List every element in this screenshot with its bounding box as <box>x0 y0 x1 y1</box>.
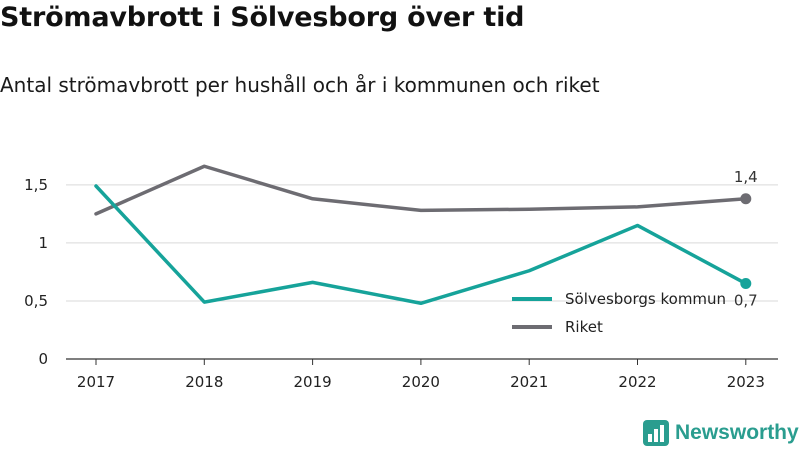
y-tick-label: 0 <box>38 350 48 368</box>
x-tick-label: 2022 <box>618 373 656 391</box>
legend-label-solvesborgs-kommun: Sölvesborgs kommun <box>565 290 726 308</box>
x-tick-label: 2019 <box>294 373 332 391</box>
data-label-riket: 1,4 <box>734 168 758 186</box>
data-label-solvesborgs-kommun: 0,7 <box>734 292 758 310</box>
legend-label-riket: Riket <box>565 318 603 336</box>
end-point-riket <box>740 193 752 205</box>
bar-chart-logo-icon <box>643 420 669 446</box>
x-tick-label: 2017 <box>77 373 115 391</box>
newsworthy-brand: Newsworthy <box>643 420 799 446</box>
y-tick-label: 0,5 <box>24 292 48 310</box>
y-tick-label: 1 <box>38 234 48 252</box>
brand-name: Newsworthy <box>675 421 799 444</box>
x-tick-label: 2020 <box>402 373 440 391</box>
x-tick-label: 2018 <box>185 373 223 391</box>
chart-title: Strömavbrott i Sölvesborg över tid <box>0 2 525 33</box>
y-tick-label: 1,5 <box>24 176 48 194</box>
chart-subtitle: Antal strömavbrott per hushåll och år i … <box>0 73 600 97</box>
series-line-riket <box>94 164 748 216</box>
end-point-solvesborgs-kommun <box>740 278 752 290</box>
x-tick-label: 2023 <box>727 373 765 391</box>
x-tick-label: 2021 <box>510 373 548 391</box>
series-line-solvesborgs-kommun <box>94 184 748 306</box>
